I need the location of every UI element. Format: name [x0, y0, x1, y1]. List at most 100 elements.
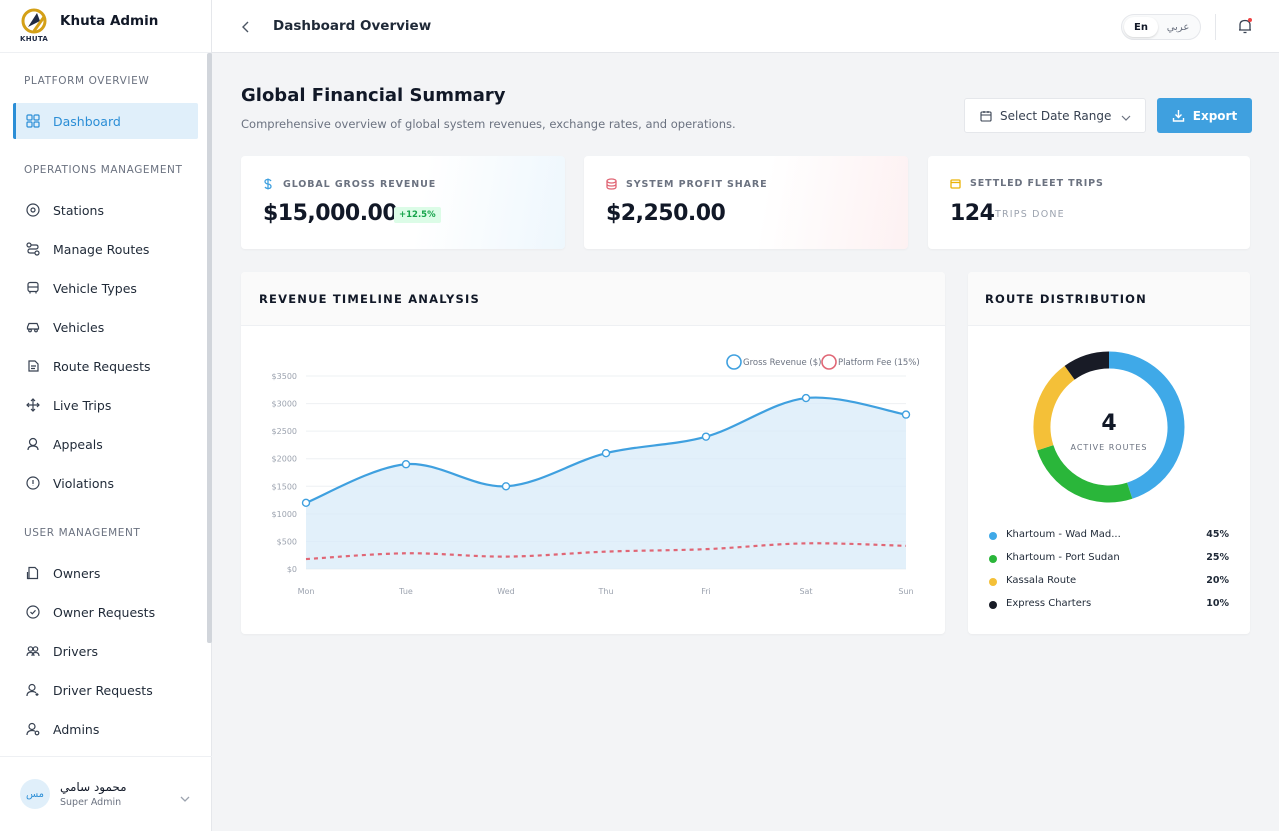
kpi-gross-revenue: GLOBAL GROSS REVENUE $15,000.00 +12.5% [241, 156, 565, 249]
kpi-label: SETTLED FLEET TRIPS [970, 178, 1104, 189]
sidebar-item-label: Route Requests [53, 358, 151, 374]
user-profile[interactable]: مس محمود سامي Super Admin [0, 756, 212, 831]
sidebar-item-label: Owner Requests [53, 604, 156, 620]
sidebar-item-appeals[interactable]: Appeals [13, 426, 198, 462]
donut-segment[interactable] [1033, 365, 1075, 451]
sidebar-item-admins[interactable]: Admins [13, 711, 198, 747]
app-title: Khuta Admin [60, 13, 159, 29]
move-arrows-icon [25, 397, 41, 413]
y-tick-label: $1000 [272, 510, 297, 519]
page-subtitle: Comprehensive overview of global system … [241, 117, 736, 131]
x-tick-label: Fri [701, 587, 711, 596]
x-tick-label: Mon [298, 587, 315, 596]
sidebar-item-live-trips[interactable]: Live Trips [13, 387, 198, 423]
sidebar-item-label: Admins [53, 721, 100, 737]
sidebar-item-label: Dashboard [53, 113, 121, 129]
data-point[interactable] [301, 498, 311, 508]
y-tick-label: $2000 [272, 455, 297, 464]
legend-label: Khartoum - Wad Mad... [1006, 529, 1121, 540]
divider [1215, 14, 1216, 40]
calendar-icon [980, 110, 992, 122]
alert-circle-icon [25, 475, 41, 491]
language-toggle[interactable]: En عربي [1121, 14, 1201, 40]
sidebar-item-violations[interactable]: Violations [13, 465, 198, 501]
car-icon [25, 319, 41, 335]
legend-percent: 20% [1206, 575, 1229, 586]
page-heading: Global Financial Summary [241, 85, 506, 106]
kpi-value: 124 [950, 201, 995, 226]
legend-dot [989, 555, 997, 563]
sidebar: KHUTA Khuta Admin PLATFORM OVERVIEW Dash… [0, 0, 212, 831]
sidebar-scrollbar[interactable] [207, 53, 212, 643]
sidebar-item-route-requests[interactable]: Route Requests [13, 348, 198, 384]
admin-user-icon [25, 721, 41, 737]
section-operations-management: OPERATIONS MANAGEMENT [24, 164, 183, 176]
y-tick-label: $3000 [272, 400, 297, 409]
sidebar-item-stations[interactable]: Stations [13, 192, 198, 228]
back-chevron-icon[interactable] [241, 19, 251, 38]
legend-label: Express Charters [1006, 598, 1092, 609]
y-tick-label: $2500 [272, 427, 297, 436]
location-pin-icon [25, 202, 41, 218]
sidebar-item-drivers[interactable]: Drivers [13, 633, 198, 669]
donut-segment[interactable] [1037, 444, 1133, 503]
sidebar-item-owner-requests[interactable]: Owner Requests [13, 594, 198, 630]
owner-icon [25, 565, 41, 581]
sidebar-item-dashboard[interactable]: Dashboard [13, 103, 198, 139]
sidebar-item-manage-routes[interactable]: Manage Routes [13, 231, 198, 267]
data-point[interactable] [401, 460, 411, 469]
data-point[interactable] [801, 393, 811, 403]
lang-ar-option[interactable]: عربي [1166, 21, 1190, 33]
sidebar-item-label: Appeals [53, 436, 103, 452]
sidebar-item-vehicles[interactable]: Vehicles [13, 309, 198, 345]
y-tick-label: $1500 [272, 482, 297, 491]
data-point[interactable] [701, 432, 711, 441]
user-add-icon [25, 682, 41, 698]
sidebar-item-vehicle-types[interactable]: Vehicle Types [13, 270, 198, 306]
date-range-label: Select Date Range [1000, 108, 1112, 123]
kpi-settled-trips: SETTLED FLEET TRIPS 124 TRIPS DONE [928, 156, 1250, 249]
donut-segment[interactable] [1064, 351, 1110, 380]
y-tick-label: $3500 [272, 372, 297, 381]
legend-dot [989, 532, 997, 540]
brand[interactable]: KHUTA Khuta Admin [0, 0, 211, 53]
kpi-value: $15,000.00 [263, 201, 398, 226]
section-user-management: USER MANAGEMENT [24, 527, 141, 539]
data-point[interactable] [901, 410, 911, 419]
sidebar-nav: PLATFORM OVERVIEW Dashboard OPERATIONS M… [0, 53, 207, 756]
section-platform-overview: PLATFORM OVERVIEW [24, 75, 150, 87]
active-routes-label: ACTIVE ROUTES [1071, 443, 1148, 452]
notification-bell-icon[interactable] [1236, 17, 1254, 39]
data-point[interactable] [601, 448, 611, 458]
card-title: ROUTE DISTRIBUTION [985, 292, 1147, 306]
user-role: Super Admin [60, 797, 122, 808]
legend-marker [726, 354, 742, 370]
active-routes-count: 4 [1101, 411, 1116, 436]
sidebar-item-owners[interactable]: Owners [13, 555, 198, 591]
donut-segment[interactable] [1108, 351, 1185, 499]
request-icon [25, 358, 41, 374]
chevron-down-icon[interactable] [180, 788, 190, 807]
sidebar-item-label: Violations [53, 475, 114, 491]
sidebar-item-driver-requests[interactable]: Driver Requests [13, 672, 198, 708]
date-range-select[interactable]: Select Date Range [964, 98, 1146, 133]
kpi-label: SYSTEM PROFIT SHARE [626, 178, 768, 190]
legend-item: Khartoum - Port Sudan 25% [986, 551, 1231, 567]
lang-en-option[interactable]: En [1124, 17, 1158, 37]
sidebar-item-label: Driver Requests [53, 682, 153, 698]
legend-dot [989, 578, 997, 586]
data-point[interactable] [501, 482, 511, 491]
dollar-icon [263, 178, 275, 190]
legend-label: Platform Fee (15%) [838, 358, 920, 368]
x-tick-label: Wed [497, 587, 514, 596]
legend-item: Khartoum - Wad Mad... 45% [986, 528, 1231, 544]
page-title: Dashboard Overview [273, 18, 432, 34]
grid-icon [25, 113, 41, 129]
card-title: REVENUE TIMELINE ANALYSIS [259, 292, 480, 306]
export-button[interactable]: Export [1157, 98, 1252, 133]
check-circle-icon [25, 604, 41, 620]
user-name: محمود سامي [60, 780, 127, 794]
y-tick-label: $0 [287, 565, 297, 574]
sidebar-item-label: Stations [53, 202, 104, 218]
gross-revenue-area [306, 397, 906, 569]
